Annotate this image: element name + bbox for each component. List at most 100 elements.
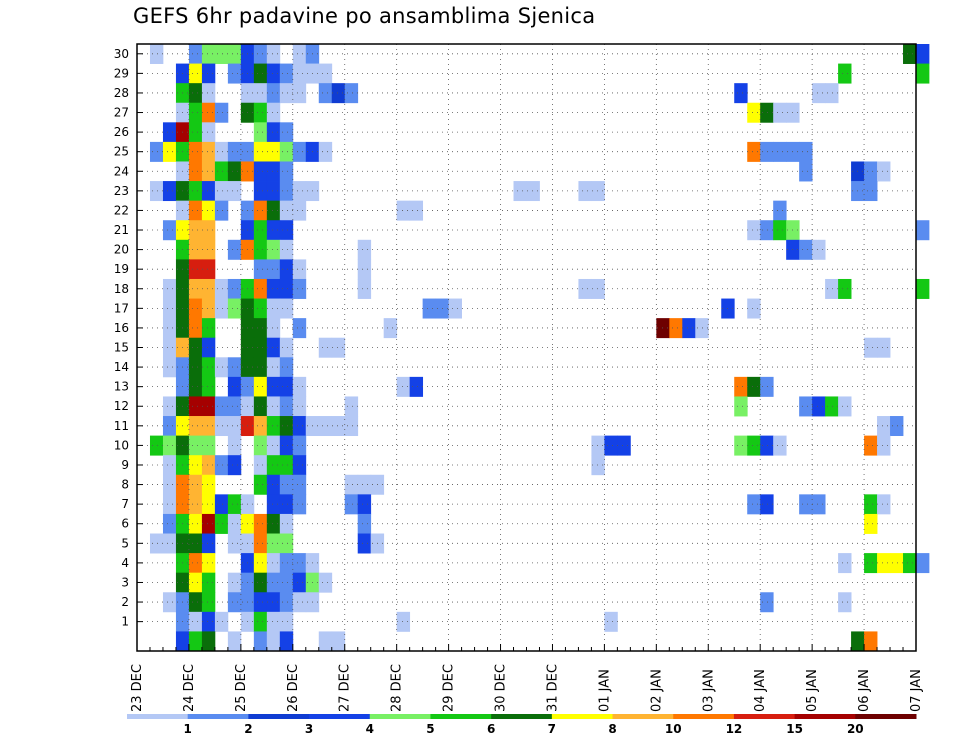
heatmap-cell: [253, 161, 268, 182]
heatmap-cell: [799, 396, 813, 417]
heatmap-cell: [331, 83, 346, 104]
colorbar-swatch: [430, 714, 492, 719]
heatmap-cell: [214, 102, 229, 123]
y-tick-label: 1: [121, 615, 129, 629]
heatmap-cell: [201, 220, 216, 241]
heatmap-cell: [188, 337, 203, 358]
heatmap-cell: [162, 533, 177, 554]
heatmap-cell: [188, 44, 203, 64]
heatmap-cell: [253, 318, 268, 339]
heatmap-cell: [188, 631, 203, 652]
heatmap-cell: [162, 141, 177, 162]
heatmap-cell: [214, 44, 229, 64]
heatmap-cell: [188, 416, 203, 437]
heatmap-cell: [227, 533, 242, 554]
heatmap-cell: [747, 376, 761, 397]
heatmap-cell: [383, 318, 398, 339]
heatmap-cell: [201, 533, 216, 554]
heatmap-cell: [188, 102, 203, 123]
heatmap-cell: [266, 318, 281, 339]
heatmap-cell: [201, 631, 216, 652]
heatmap-cell: [266, 533, 281, 554]
heatmap-cell: [864, 631, 878, 652]
heatmap-cell: [201, 44, 216, 64]
heatmap-cell: [214, 357, 229, 378]
heatmap-cell: [201, 396, 216, 417]
heatmap-cell: [253, 592, 268, 613]
heatmap-cell: [162, 455, 177, 476]
heatmap-cell: [292, 259, 307, 280]
heatmap-cell: [201, 494, 216, 515]
heatmap-cell: [162, 298, 177, 319]
heatmap-cell: [253, 122, 268, 143]
heatmap-cell: [201, 298, 216, 319]
heatmap-cell: [799, 161, 813, 182]
heatmap-cell: [695, 318, 709, 339]
colorbar-label: 15: [786, 722, 803, 736]
heatmap-cell: [188, 83, 203, 104]
heatmap-cell: [266, 396, 281, 417]
heatmap-cell: [266, 83, 281, 104]
heatmap-cell: [760, 220, 774, 241]
gridlines: [137, 44, 916, 651]
heatmap-cell: [201, 161, 216, 182]
heatmap-cell: [279, 259, 294, 280]
heatmap-cell: [812, 494, 826, 515]
heatmap-cell: [188, 376, 203, 397]
heatmap-cell: [279, 416, 294, 437]
heatmap-cell: [188, 572, 203, 593]
colorbar-swatch: [733, 714, 796, 719]
heatmap-cell: [227, 278, 242, 299]
heatmap-cell: [279, 533, 294, 554]
heatmap-cell: [253, 102, 268, 123]
heatmap-cell: [188, 220, 203, 241]
heatmap-cell: [175, 631, 190, 652]
heatmap-cell: [292, 572, 307, 593]
heatmap-cell: [188, 63, 203, 84]
heatmap-cell: [279, 141, 294, 162]
heatmap-cell: [591, 278, 605, 299]
heatmap-cell: [227, 435, 242, 456]
heatmap-cell: [253, 474, 268, 495]
heatmap-cell: [266, 631, 281, 652]
heatmap-cell: [253, 533, 268, 554]
heatmap-cell: [266, 474, 281, 495]
heatmap-cell: [292, 455, 307, 476]
heatmap-cell: [201, 318, 216, 339]
heatmap-cell: [877, 337, 891, 358]
heatmap-cell: [266, 513, 281, 534]
x-tick-label: 03 JAN: [701, 669, 716, 712]
heatmap-cell: [214, 513, 229, 534]
heatmap-cell: [331, 337, 346, 358]
heatmap-cell: [890, 416, 904, 437]
heatmap-cell: [253, 220, 268, 241]
heatmap-cell: [188, 298, 203, 319]
heatmap-cell: [292, 494, 307, 515]
heatmap-cell: [760, 435, 774, 456]
heatmap-cell: [188, 396, 203, 417]
heatmap-cell: [825, 396, 839, 417]
heatmap-cell: [201, 416, 216, 437]
heatmap-cell: [227, 298, 242, 319]
y-tick-label: 26: [114, 125, 129, 139]
heatmap-cell: [279, 474, 294, 495]
heatmap-cell: [201, 278, 216, 299]
heatmap-cell: [266, 376, 281, 397]
heatmap-cell: [149, 141, 164, 162]
heatmap-cell: [188, 259, 203, 280]
heatmap-cell: [266, 435, 281, 456]
heatmap-cell: [279, 611, 294, 632]
heatmap-cell: [318, 572, 333, 593]
heatmap-cell: [266, 200, 281, 221]
heatmap-cell: [214, 455, 229, 476]
heatmap-cell: [331, 416, 346, 437]
heatmap-cell: [279, 494, 294, 515]
x-tick-label: 31 DEC: [545, 664, 560, 712]
heatmap-cell: [734, 83, 748, 104]
heatmap-cell: [773, 102, 787, 123]
y-tick-label: 17: [114, 301, 129, 315]
heatmap-cell: [201, 455, 216, 476]
heatmap-cell: [916, 44, 930, 64]
heatmap-cell: [656, 318, 670, 339]
